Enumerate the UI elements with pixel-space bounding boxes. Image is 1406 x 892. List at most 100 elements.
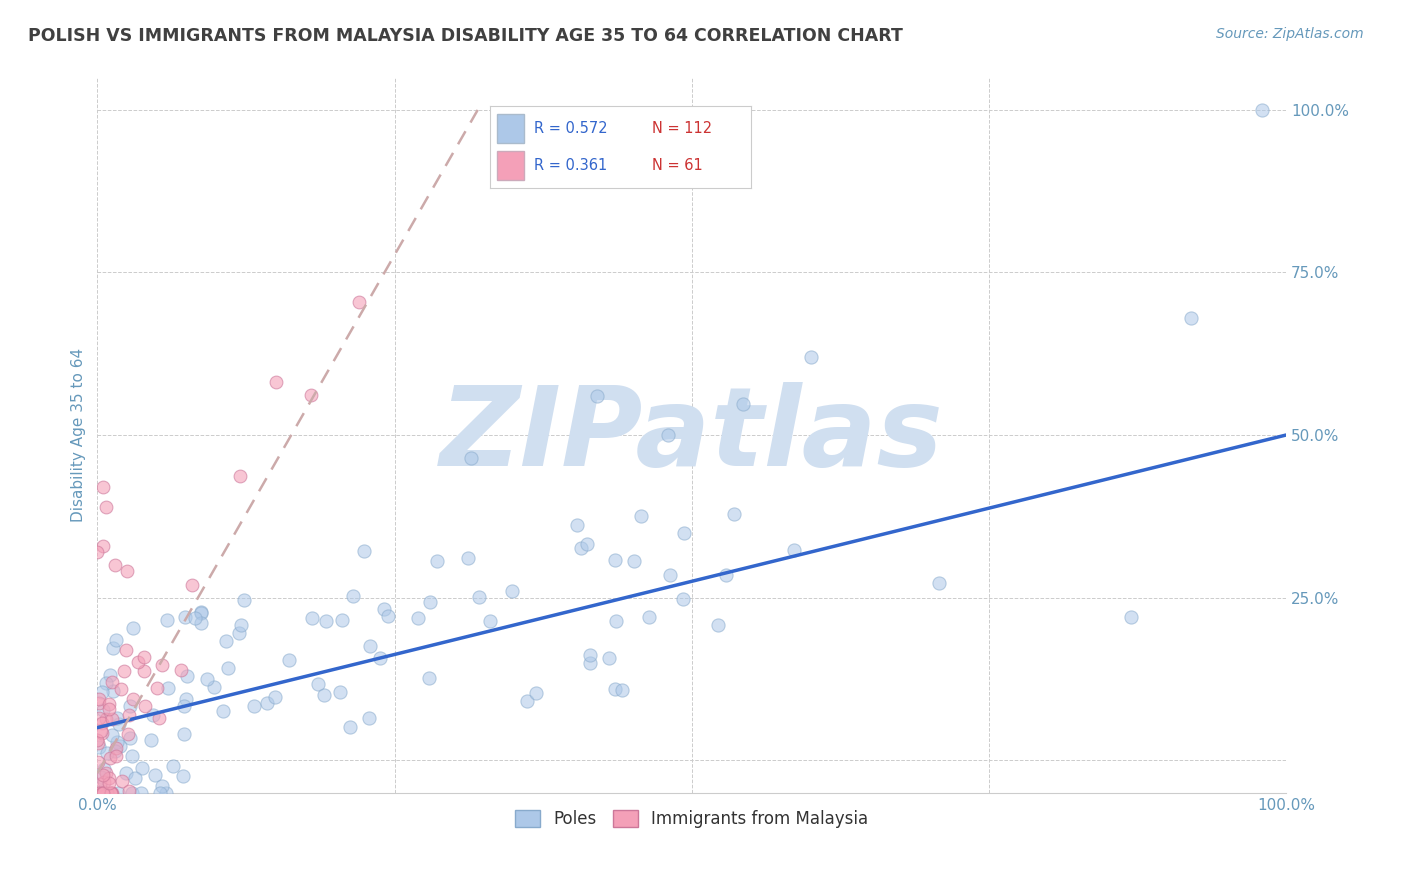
Point <box>89 696 111 710</box>
Point <box>329 684 352 698</box>
Point <box>149 786 172 800</box>
Point <box>277 653 299 667</box>
Point <box>98 697 121 711</box>
Point <box>87 756 110 770</box>
Point <box>217 661 239 675</box>
Point <box>122 621 145 635</box>
Y-axis label: Disability Age 35 to 64: Disability Age 35 to 64 <box>72 348 86 522</box>
Point <box>579 648 602 662</box>
Point <box>105 711 128 725</box>
Point <box>90 726 112 740</box>
Point <box>406 610 429 624</box>
Point <box>86 786 108 800</box>
Point <box>419 595 441 609</box>
Point <box>90 723 112 738</box>
Point <box>91 539 114 553</box>
Point <box>112 664 135 678</box>
Point <box>118 783 141 797</box>
Point <box>468 591 491 605</box>
Point <box>377 608 399 623</box>
Point <box>111 774 134 789</box>
Point <box>87 786 110 800</box>
Point <box>172 769 194 783</box>
Point <box>143 767 166 781</box>
Point <box>638 610 661 624</box>
Point <box>127 655 149 669</box>
Point <box>93 775 115 789</box>
Point <box>87 710 110 724</box>
Point <box>91 786 114 800</box>
Point <box>357 711 380 725</box>
Point <box>1180 311 1202 326</box>
Point <box>342 590 364 604</box>
Point <box>90 784 112 798</box>
Point <box>98 702 121 716</box>
Point <box>103 684 125 698</box>
Text: POLISH VS IMMIGRANTS FROM MALAYSIA DISABILITY AGE 35 TO 64 CORRELATION CHART: POLISH VS IMMIGRANTS FROM MALAYSIA DISAB… <box>28 27 903 45</box>
Point <box>264 375 287 389</box>
Point <box>89 692 111 706</box>
Point <box>117 726 139 740</box>
Point <box>630 509 652 524</box>
Point <box>229 617 252 632</box>
Point <box>264 690 287 705</box>
Point <box>173 727 195 741</box>
Point <box>928 576 950 591</box>
Point <box>157 681 180 695</box>
Point <box>603 682 626 697</box>
Point <box>90 786 112 800</box>
Point <box>100 728 122 742</box>
Point <box>733 396 755 410</box>
Point <box>204 681 226 695</box>
Point <box>146 681 169 696</box>
Point <box>799 350 821 364</box>
Point <box>232 593 254 607</box>
Point <box>93 786 115 800</box>
Point <box>87 736 110 750</box>
Point <box>173 610 195 624</box>
Point <box>121 749 143 764</box>
Point <box>183 610 205 624</box>
Point <box>120 698 142 713</box>
Point <box>91 702 114 716</box>
Point <box>339 721 361 735</box>
Point <box>312 688 335 702</box>
Point <box>98 667 121 681</box>
Point <box>501 583 523 598</box>
Point <box>373 602 395 616</box>
Point <box>100 712 122 726</box>
Point <box>96 676 118 690</box>
Text: ZIPatlas: ZIPatlas <box>440 382 943 489</box>
Point <box>120 731 142 746</box>
Point <box>122 692 145 706</box>
Point <box>129 786 152 800</box>
Point <box>86 545 108 559</box>
Point <box>610 682 633 697</box>
Point <box>173 698 195 713</box>
Point <box>605 614 627 628</box>
Point <box>134 665 156 679</box>
Point <box>460 450 482 465</box>
Point <box>228 625 250 640</box>
Point <box>307 677 329 691</box>
Point <box>89 777 111 791</box>
Point <box>97 776 120 790</box>
Point <box>190 615 212 630</box>
Point <box>243 698 266 713</box>
Text: Source: ZipAtlas.com: Source: ZipAtlas.com <box>1216 27 1364 41</box>
Point <box>211 704 233 718</box>
Point <box>96 713 118 727</box>
Point <box>118 708 141 723</box>
Point <box>103 641 125 656</box>
Point <box>96 746 118 760</box>
Point <box>117 565 139 579</box>
Point <box>1251 103 1274 117</box>
Point <box>299 388 322 402</box>
Point <box>524 686 547 700</box>
Point <box>91 480 114 494</box>
Point <box>569 541 592 555</box>
Point <box>658 568 681 582</box>
Point <box>605 553 627 567</box>
Point <box>156 613 179 627</box>
Point <box>107 786 129 800</box>
